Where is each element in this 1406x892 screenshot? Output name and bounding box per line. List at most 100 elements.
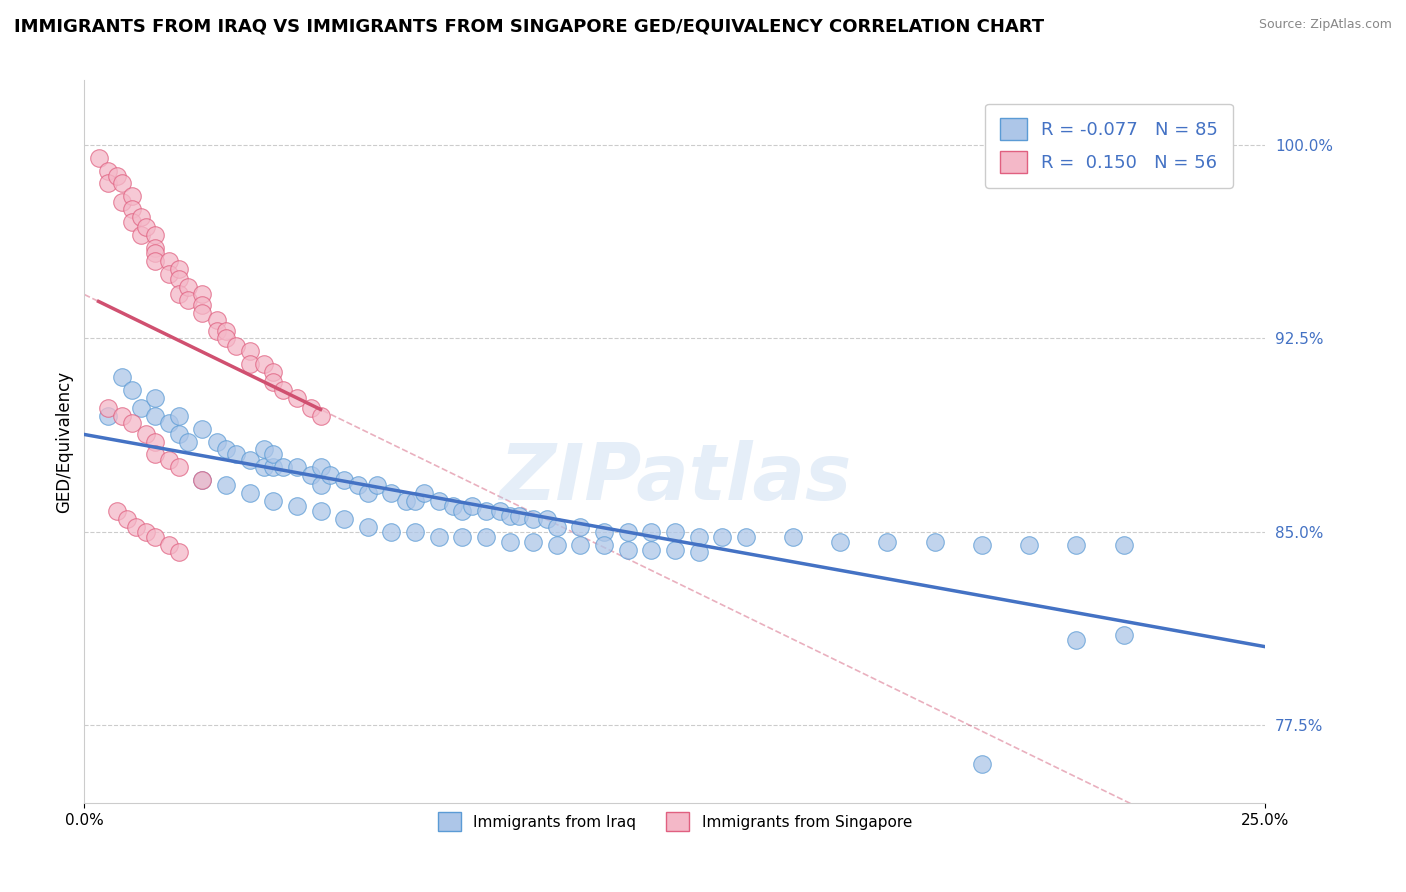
Point bbox=[167, 460, 190, 475]
Point bbox=[239, 452, 262, 467]
Legend: Immigrants from Iraq, Immigrants from Singapore: Immigrants from Iraq, Immigrants from Si… bbox=[430, 805, 920, 838]
Point bbox=[239, 486, 262, 500]
Point bbox=[508, 509, 530, 524]
Text: ZIPatlas: ZIPatlas bbox=[499, 440, 851, 516]
Y-axis label: GED/Equivalency: GED/Equivalency bbox=[55, 370, 73, 513]
Point bbox=[616, 524, 638, 539]
Point bbox=[309, 460, 332, 475]
Point bbox=[97, 163, 120, 178]
Point bbox=[333, 473, 356, 487]
Point bbox=[498, 535, 520, 549]
Point bbox=[441, 499, 464, 513]
Point bbox=[1112, 538, 1135, 552]
Point bbox=[333, 512, 356, 526]
Point bbox=[215, 324, 238, 338]
Point bbox=[97, 401, 120, 415]
Point bbox=[97, 177, 120, 191]
Point bbox=[271, 383, 294, 397]
Point bbox=[143, 409, 166, 423]
Point bbox=[191, 298, 214, 312]
Point bbox=[1066, 538, 1088, 552]
Point bbox=[157, 267, 180, 281]
Point bbox=[167, 409, 190, 423]
Point bbox=[135, 220, 157, 235]
Point bbox=[489, 504, 512, 518]
Point bbox=[593, 538, 616, 552]
Point bbox=[451, 530, 474, 544]
Point bbox=[129, 228, 152, 243]
Point bbox=[309, 504, 332, 518]
Point bbox=[129, 210, 152, 224]
Point bbox=[225, 339, 247, 353]
Point bbox=[191, 473, 214, 487]
Point bbox=[299, 468, 322, 483]
Point bbox=[215, 331, 238, 345]
Point bbox=[688, 530, 710, 544]
Point bbox=[404, 524, 426, 539]
Point bbox=[167, 272, 190, 286]
Point bbox=[380, 486, 402, 500]
Point bbox=[830, 535, 852, 549]
Point bbox=[135, 524, 157, 539]
Point bbox=[1112, 628, 1135, 642]
Point bbox=[115, 512, 138, 526]
Point bbox=[366, 478, 388, 492]
Point bbox=[191, 422, 214, 436]
Point bbox=[711, 530, 734, 544]
Point bbox=[970, 757, 993, 772]
Point bbox=[498, 509, 520, 524]
Point bbox=[262, 460, 284, 475]
Point bbox=[319, 468, 342, 483]
Point bbox=[143, 447, 166, 461]
Point bbox=[157, 538, 180, 552]
Point bbox=[177, 434, 200, 449]
Point bbox=[357, 486, 380, 500]
Point bbox=[664, 524, 686, 539]
Point bbox=[121, 215, 143, 229]
Point bbox=[404, 494, 426, 508]
Point bbox=[309, 478, 332, 492]
Point bbox=[167, 545, 190, 559]
Point bbox=[157, 417, 180, 431]
Point bbox=[970, 538, 993, 552]
Point bbox=[640, 542, 662, 557]
Point bbox=[262, 494, 284, 508]
Point bbox=[427, 530, 450, 544]
Point bbox=[546, 538, 568, 552]
Point bbox=[191, 305, 214, 319]
Point bbox=[271, 460, 294, 475]
Point bbox=[285, 499, 308, 513]
Point bbox=[1066, 633, 1088, 648]
Point bbox=[111, 177, 134, 191]
Point bbox=[734, 530, 756, 544]
Point bbox=[640, 524, 662, 539]
Point bbox=[143, 391, 166, 405]
Point bbox=[262, 375, 284, 389]
Point bbox=[177, 293, 200, 307]
Point bbox=[111, 409, 134, 423]
Point bbox=[97, 409, 120, 423]
Point bbox=[225, 447, 247, 461]
Point bbox=[157, 254, 180, 268]
Point bbox=[107, 169, 129, 183]
Point bbox=[299, 401, 322, 415]
Point bbox=[239, 357, 262, 371]
Point bbox=[143, 241, 166, 255]
Point bbox=[475, 530, 498, 544]
Point bbox=[522, 512, 544, 526]
Point bbox=[239, 344, 262, 359]
Point bbox=[461, 499, 484, 513]
Point bbox=[427, 494, 450, 508]
Point bbox=[394, 494, 416, 508]
Point bbox=[253, 460, 276, 475]
Point bbox=[143, 246, 166, 260]
Point bbox=[87, 151, 110, 165]
Point bbox=[1018, 538, 1040, 552]
Text: IMMIGRANTS FROM IRAQ VS IMMIGRANTS FROM SINGAPORE GED/EQUIVALENCY CORRELATION CH: IMMIGRANTS FROM IRAQ VS IMMIGRANTS FROM … bbox=[14, 18, 1045, 36]
Point bbox=[285, 460, 308, 475]
Point bbox=[569, 538, 592, 552]
Point bbox=[546, 519, 568, 533]
Point bbox=[121, 202, 143, 217]
Point bbox=[285, 391, 308, 405]
Point bbox=[143, 434, 166, 449]
